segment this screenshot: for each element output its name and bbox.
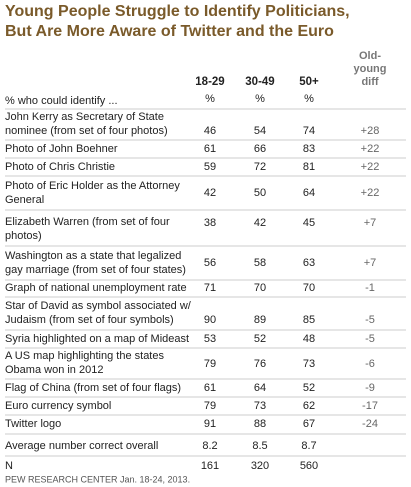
row-label: gay marriage (from set of four states) xyxy=(5,264,186,276)
unit: % xyxy=(255,93,265,105)
diff-value: -1 xyxy=(365,282,375,294)
n-value: 161 xyxy=(201,460,219,472)
cell-value: 79 xyxy=(204,400,216,412)
cell-value: 73 xyxy=(303,358,315,370)
column-header: 18-29 xyxy=(195,76,224,88)
cell-value: 91 xyxy=(204,418,216,430)
row-label: Average number correct overall xyxy=(5,440,158,452)
cell-value: 61 xyxy=(204,143,216,155)
cell-value: 83 xyxy=(303,143,315,155)
row-label: Elizabeth Warren (from set of four xyxy=(5,216,170,228)
row-label: Photo of John Boehner xyxy=(5,143,118,155)
cell-value: 38 xyxy=(204,217,216,229)
cell-value: 54 xyxy=(254,125,266,137)
diff-value: +22 xyxy=(361,143,380,155)
unit: % xyxy=(304,93,314,105)
cell-value: 74 xyxy=(303,125,315,137)
cell-value: 63 xyxy=(303,257,315,269)
diff-value: -6 xyxy=(365,358,375,370)
cell-value: 48 xyxy=(303,333,315,345)
row-label: Photo of Chris Christie xyxy=(5,161,115,173)
diff-value: -9 xyxy=(365,382,375,394)
cell-value: 70 xyxy=(254,282,266,294)
cell-value: 46 xyxy=(204,125,216,137)
row-label: Photo of Eric Holder as the Attorney xyxy=(5,180,180,192)
cell-value: 66 xyxy=(254,143,266,155)
cell-value: 64 xyxy=(254,382,266,394)
diff-header: diff xyxy=(361,76,378,88)
n-value: 560 xyxy=(300,460,318,472)
n-label: N xyxy=(5,460,13,472)
cell-value: 52 xyxy=(254,333,266,345)
diff-value: -17 xyxy=(362,400,378,412)
column-header: 30-49 xyxy=(245,76,274,88)
title: Young People Struggle to Identify Politi… xyxy=(5,3,350,20)
cell-value: 56 xyxy=(204,257,216,269)
cell-value: 81 xyxy=(303,161,315,173)
row-label: Obama won in 2012 xyxy=(5,364,103,376)
row-label: nominee (from set of four photos) xyxy=(5,125,168,137)
cell-value: 79 xyxy=(204,358,216,370)
cell-value: 76 xyxy=(254,358,266,370)
cell-value: 88 xyxy=(254,418,266,430)
cell-value: 8.2 xyxy=(202,440,217,452)
cell-value: 70 xyxy=(303,282,315,294)
diff-value: -5 xyxy=(365,314,375,326)
cell-value: 53 xyxy=(204,333,216,345)
diff-header: Old- xyxy=(359,50,381,62)
row-label: Flag of China (from set of four flags) xyxy=(5,382,181,394)
diff-value: +22 xyxy=(361,187,380,199)
diff-value: -24 xyxy=(362,418,378,430)
title: But Are More Aware of Twitter and the Eu… xyxy=(5,23,334,40)
row-label: Washington as a state that legalized xyxy=(5,250,181,262)
diff-value: -5 xyxy=(365,333,375,345)
diff-header: young xyxy=(354,63,387,75)
diff-value: +28 xyxy=(361,125,380,137)
row-label: John Kerry as Secretary of State xyxy=(5,111,164,123)
cell-value: 85 xyxy=(303,314,315,326)
diff-value: +7 xyxy=(364,217,377,229)
cell-value: 71 xyxy=(204,282,216,294)
row-label: Graph of national unemployment rate xyxy=(5,282,187,294)
cell-value: 52 xyxy=(303,382,315,394)
row-label: A US map highlighting the states xyxy=(5,350,164,362)
cell-value: 59 xyxy=(204,161,216,173)
cell-value: 62 xyxy=(303,400,315,412)
cell-value: 8.7 xyxy=(301,440,316,452)
row-label: Judaism (from set of four symbols) xyxy=(5,314,174,326)
cell-value: 90 xyxy=(204,314,216,326)
diff-value: +7 xyxy=(364,257,377,269)
row-label: Euro currency symbol xyxy=(5,400,111,412)
cell-value: 73 xyxy=(254,400,266,412)
diff-value: +22 xyxy=(361,161,380,173)
cell-value: 42 xyxy=(204,187,216,199)
cell-value: 67 xyxy=(303,418,315,430)
source: PEW RESEARCH CENTER Jan. 18-24, 2013. xyxy=(5,474,190,484)
row-label: General xyxy=(5,194,44,206)
cell-value: 50 xyxy=(254,187,266,199)
row-label: Star of David as symbol associated w/ xyxy=(5,300,192,312)
n-value: 320 xyxy=(251,460,269,472)
row-label: Twitter logo xyxy=(5,418,61,430)
cell-value: 42 xyxy=(254,217,266,229)
cell-value: 58 xyxy=(254,257,266,269)
cell-value: 89 xyxy=(254,314,266,326)
cell-value: 45 xyxy=(303,217,315,229)
row-label: photos) xyxy=(5,230,42,242)
subheader: % who could identify ... xyxy=(5,95,118,107)
cell-value: 64 xyxy=(303,187,315,199)
column-header: 50+ xyxy=(299,76,319,88)
unit: % xyxy=(205,93,215,105)
cell-value: 72 xyxy=(254,161,266,173)
cell-value: 8.5 xyxy=(252,440,267,452)
row-label: Syria highlighted on a map of Mideast xyxy=(5,333,189,345)
cell-value: 61 xyxy=(204,382,216,394)
